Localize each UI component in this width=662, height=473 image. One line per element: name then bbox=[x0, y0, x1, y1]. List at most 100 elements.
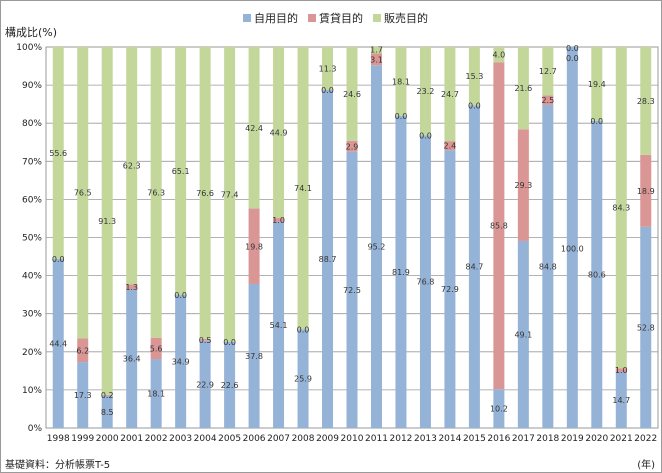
data-label: 0.0 bbox=[297, 325, 310, 334]
legend-label: 賃貸目的 bbox=[319, 11, 363, 25]
bars bbox=[52, 47, 652, 429]
bar-segment bbox=[52, 258, 64, 428]
data-label: 84.7 bbox=[465, 263, 483, 272]
data-label: 52.8 bbox=[637, 323, 655, 332]
data-label: 76.8 bbox=[417, 278, 435, 287]
x-tick-label: 2014 bbox=[438, 434, 461, 444]
data-label: 3.1 bbox=[370, 55, 383, 64]
data-label: 55.6 bbox=[49, 149, 67, 158]
data-label: 17.3 bbox=[74, 391, 92, 400]
bar-segment bbox=[468, 47, 480, 106]
data-label: 28.3 bbox=[637, 97, 655, 106]
data-label: 1.0 bbox=[272, 216, 285, 225]
x-tick-label: 2021 bbox=[610, 434, 633, 444]
y-tick-labels: 0% 10% 20% 30% 40% 50% 60% 70% 80% 90% 100% bbox=[16, 43, 42, 434]
bar-segment bbox=[542, 47, 554, 96]
data-label: 65.1 bbox=[172, 167, 190, 176]
data-label: 0.5 bbox=[199, 336, 212, 345]
data-label: 34.9 bbox=[172, 358, 190, 367]
bar-segment bbox=[493, 62, 505, 390]
data-label: 8.5 bbox=[101, 408, 114, 417]
bar-segment bbox=[346, 151, 358, 428]
data-label: 0.0 bbox=[566, 54, 579, 63]
x-tick-labels: 1998 1999 2000 2001 2002 2003 2004 2005 2006 2007… bbox=[47, 434, 657, 444]
x-tick-label: 2000 bbox=[96, 434, 119, 444]
bar-segment bbox=[395, 47, 407, 116]
x-tick-label: 2004 bbox=[194, 434, 217, 444]
y-tick-label: 50% bbox=[22, 234, 42, 244]
bar-segment bbox=[199, 338, 211, 341]
x-tick-label: 2011 bbox=[365, 434, 388, 444]
bar-segment bbox=[77, 362, 89, 428]
data-label: 24.6 bbox=[343, 90, 361, 99]
bar-segment bbox=[591, 47, 603, 121]
x-tick-label: 2010 bbox=[341, 434, 364, 444]
x-tick-label: 2018 bbox=[536, 434, 559, 444]
data-label: 76.6 bbox=[196, 189, 214, 198]
bar-segment bbox=[273, 221, 285, 428]
data-label: 2.5 bbox=[541, 96, 554, 105]
x-tick-label: 2017 bbox=[512, 434, 535, 444]
data-label: 49.1 bbox=[514, 330, 532, 339]
data-label: 77.4 bbox=[221, 190, 239, 199]
data-label: 1.0 bbox=[615, 366, 628, 375]
data-label: 44.9 bbox=[270, 129, 288, 138]
data-label: 1.7 bbox=[370, 45, 383, 54]
data-label: 2.4 bbox=[444, 142, 457, 151]
data-label: 37.8 bbox=[245, 352, 263, 361]
data-label: 18.9 bbox=[637, 187, 655, 196]
legend-swatch bbox=[308, 14, 316, 22]
x-tick-label: 2007 bbox=[267, 434, 290, 444]
data-label: 76.3 bbox=[147, 188, 165, 197]
legend-label: 自用目的 bbox=[254, 11, 298, 25]
bar-segment bbox=[126, 284, 138, 290]
data-label: 84.8 bbox=[539, 262, 557, 271]
data-label: 0.2 bbox=[101, 391, 114, 400]
data-labels: 44.4 0.0 55.6 17.3 6.2 76.5 8.5 0.2 91.3 36.4 1.3 6… bbox=[49, 44, 654, 417]
bar-segment bbox=[126, 47, 138, 285]
x-tick-label: 2013 bbox=[414, 434, 437, 444]
data-label: 23.2 bbox=[417, 87, 435, 96]
data-label: 72.9 bbox=[441, 285, 459, 294]
bar-segment bbox=[517, 129, 529, 241]
bar-segment bbox=[346, 140, 358, 152]
x-tick-label: 2005 bbox=[218, 434, 241, 444]
data-label: 19.8 bbox=[245, 242, 263, 251]
bar-segment bbox=[419, 47, 431, 136]
bar-segment bbox=[101, 395, 113, 428]
data-label: 18.1 bbox=[147, 390, 165, 399]
data-label: 85.8 bbox=[490, 222, 508, 231]
bar-segment bbox=[640, 154, 652, 227]
bar-segment bbox=[224, 47, 236, 342]
bar-segment bbox=[150, 359, 162, 428]
data-label: 29.3 bbox=[514, 181, 532, 190]
data-label: 42.4 bbox=[245, 124, 263, 133]
data-label: 44.4 bbox=[49, 339, 67, 348]
data-label: 6.2 bbox=[76, 346, 89, 355]
bar-segment bbox=[175, 295, 187, 428]
bar-segment bbox=[615, 47, 627, 369]
bar-segment bbox=[517, 240, 529, 428]
data-label: 76.5 bbox=[74, 189, 92, 198]
bar-segment bbox=[77, 338, 89, 363]
data-label: 15.3 bbox=[465, 72, 483, 81]
data-label: 25.9 bbox=[294, 375, 312, 384]
bar-segment bbox=[444, 150, 456, 428]
bar-segment bbox=[150, 337, 162, 360]
x-axis-unit: (年) bbox=[637, 460, 655, 471]
data-label: 54.1 bbox=[270, 321, 288, 330]
y-tick-label: 0% bbox=[28, 424, 43, 434]
bar-segment bbox=[346, 47, 358, 141]
bar-segment bbox=[615, 368, 627, 372]
bar-segment bbox=[52, 47, 64, 259]
data-label: 100.0 bbox=[561, 245, 584, 254]
bar-segment bbox=[248, 47, 260, 209]
bar-segment bbox=[591, 120, 603, 428]
bar-segment bbox=[248, 283, 260, 428]
bar-segment bbox=[101, 47, 113, 395]
legend: 自用目的 賃貸目的 販売目的 bbox=[243, 11, 428, 25]
data-label: 21.6 bbox=[514, 84, 532, 93]
data-label: 36.4 bbox=[123, 355, 141, 364]
bar-segment bbox=[615, 371, 627, 428]
